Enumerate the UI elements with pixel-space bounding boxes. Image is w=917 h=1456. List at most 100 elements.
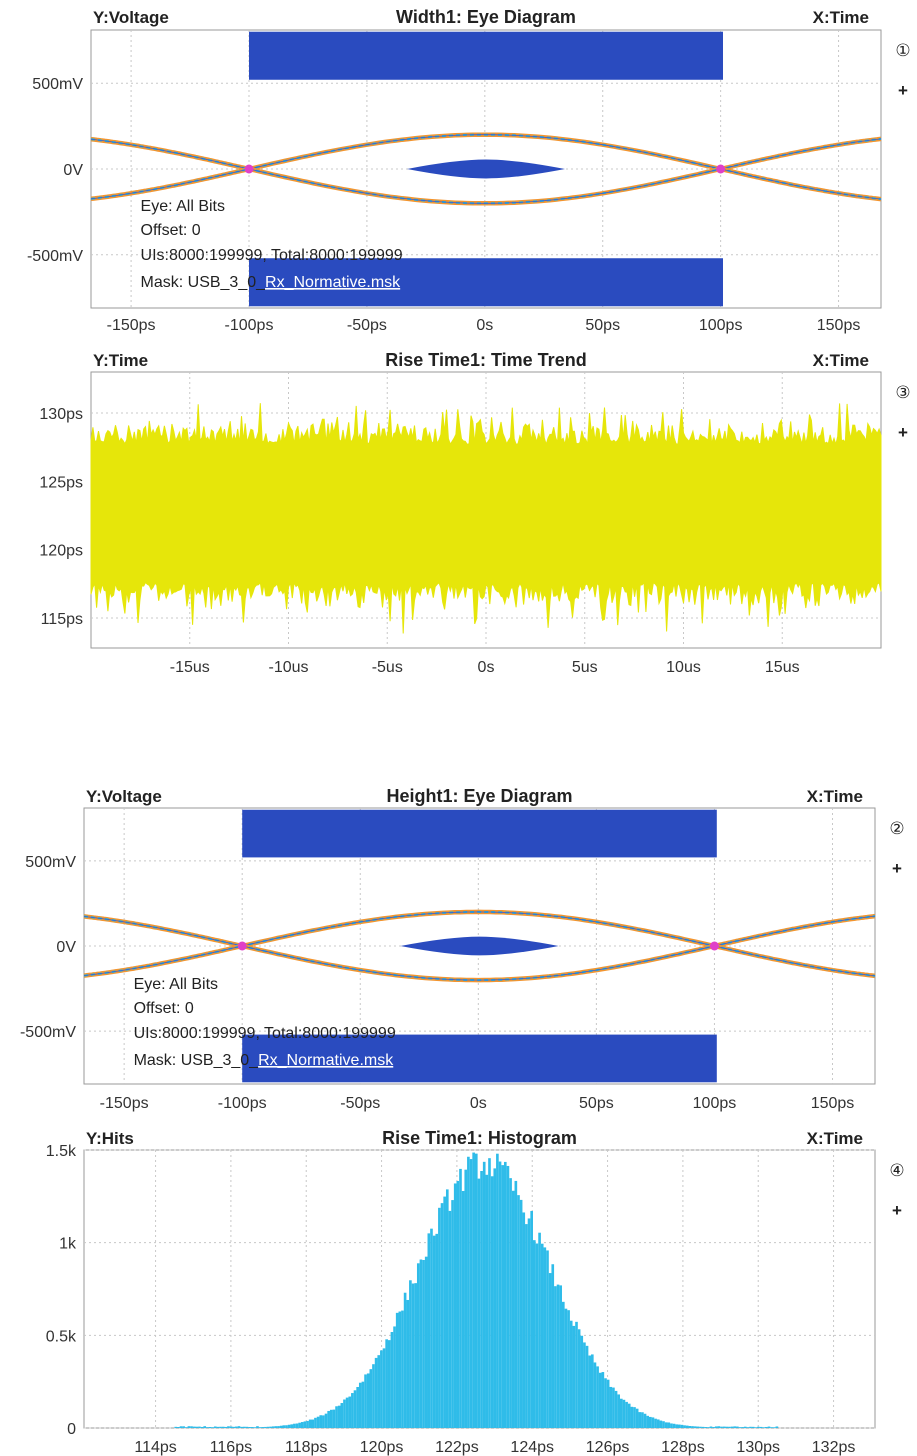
x-tick-label: -10us (268, 659, 308, 676)
x-tick-label: 114ps (134, 1439, 176, 1456)
histogram-bar (369, 1369, 373, 1428)
x-tick-labels: -150ps -100ps -50ps 0s 50ps 100ps 150ps (100, 1095, 855, 1112)
histogram-bar (627, 1403, 631, 1428)
histogram-bar (351, 1393, 354, 1428)
histogram-bar (728, 1426, 731, 1428)
x-tick-label: 15us (765, 659, 800, 676)
annotation-uis: UIs:8000:199999, Total:8000:199999 (134, 1025, 396, 1042)
chart-title: Rise Time1: Time Trend (385, 350, 586, 370)
histogram-bar (583, 1342, 586, 1428)
add-trace-button[interactable]: + (892, 859, 902, 878)
histogram-bar (765, 1426, 768, 1428)
histogram-bar (598, 1372, 602, 1428)
histogram-bar (242, 1426, 246, 1428)
histogram-bar (174, 1426, 178, 1428)
histogram-bar (451, 1200, 454, 1428)
histogram-bar (377, 1355, 381, 1428)
panel-header: Y:Voltage Height1: Eye Diagram X:Time (86, 786, 863, 806)
histogram-bar (588, 1355, 591, 1428)
eye-trace-core (714, 915, 876, 947)
histogram-bar (419, 1259, 423, 1428)
mask-top (249, 31, 723, 80)
panel-index-badge: ① (895, 41, 910, 60)
histogram-bar (422, 1260, 425, 1428)
histogram-bar (190, 1426, 193, 1428)
histogram-bar (300, 1422, 304, 1428)
histogram-bar (213, 1426, 217, 1428)
histogram-bar (401, 1310, 404, 1428)
histogram-bar (235, 1426, 238, 1428)
x-tick-label: 10us (666, 659, 701, 676)
x-tick-label: 126ps (586, 1439, 630, 1456)
histogram-bar (540, 1243, 544, 1428)
histogram-bar (435, 1233, 439, 1428)
histogram-bar (746, 1427, 750, 1428)
histogram-bar (757, 1426, 760, 1428)
panel-controls: ④+ (889, 1161, 904, 1220)
x-tick-label: 116ps (210, 1439, 252, 1456)
x-tick-label: 122ps (435, 1439, 479, 1456)
histogram-bar (345, 1397, 349, 1428)
x-tick-label: -50ps (340, 1095, 380, 1112)
x-tick-label: 150ps (811, 1095, 855, 1112)
histogram-bar (551, 1264, 555, 1428)
eye-trace-core (242, 945, 715, 981)
histogram-bar (680, 1424, 684, 1428)
histogram-bar (535, 1243, 539, 1428)
histogram-bar (622, 1399, 626, 1428)
histogram-bar (208, 1426, 212, 1428)
histogram-bar (322, 1415, 325, 1428)
x-tick-label: 120ps (360, 1439, 404, 1456)
x-axis-header: X:Time (807, 787, 863, 806)
histogram-bar (195, 1426, 199, 1428)
histogram-bar (319, 1415, 323, 1428)
histogram-bar (264, 1426, 267, 1428)
eye-trace-core (90, 138, 250, 170)
histogram-bar (358, 1382, 362, 1428)
histogram-bar (356, 1386, 359, 1428)
histogram-bar (427, 1233, 431, 1428)
histogram-bar (654, 1418, 657, 1428)
histogram-bar (625, 1401, 628, 1428)
histogram-bar (612, 1387, 615, 1428)
histogram-bar (287, 1424, 291, 1428)
chart-title: Rise Time1: Histogram (382, 1128, 577, 1148)
histogram-bar (353, 1390, 357, 1428)
histogram-bar (772, 1427, 776, 1428)
panel-eye2: Y:Voltage Height1: Eye Diagram X:Time -150p… (20, 786, 905, 1112)
histogram-bar (250, 1427, 254, 1428)
histogram-bar (741, 1427, 744, 1428)
histogram-bar (743, 1426, 747, 1428)
histogram-bar (461, 1190, 465, 1428)
eye-trace-core (248, 168, 721, 204)
histogram-bar (179, 1426, 183, 1428)
add-trace-button[interactable]: + (898, 81, 908, 100)
histogram-bar (701, 1426, 705, 1428)
histogram-bar (327, 1410, 330, 1428)
histogram-bar (577, 1329, 581, 1428)
histogram-bar (390, 1332, 394, 1428)
add-trace-button[interactable]: + (892, 1201, 902, 1220)
histogram-bar (266, 1426, 270, 1428)
histogram-bar (538, 1232, 541, 1428)
histogram-bar (498, 1161, 502, 1428)
histogram-bar (659, 1420, 663, 1428)
histogram-bar (630, 1406, 634, 1428)
eye-trace-core (720, 168, 882, 200)
histogram-bar (754, 1427, 758, 1428)
histogram-bar (219, 1426, 222, 1428)
histogram-bar (290, 1424, 294, 1428)
x-tick-label: 124ps (510, 1439, 554, 1456)
histogram-bar (635, 1408, 639, 1428)
histogram-bar (203, 1426, 207, 1428)
histogram-bar (279, 1425, 283, 1428)
histogram-bar (688, 1426, 692, 1428)
histogram-bar (546, 1250, 549, 1428)
histogram-bar (572, 1325, 576, 1428)
y-tick-label: 500mV (25, 854, 76, 871)
eye-trace-core (83, 945, 243, 976)
add-trace-button[interactable]: + (898, 423, 908, 442)
histogram-bar (316, 1416, 320, 1428)
histogram-bar (472, 1152, 475, 1428)
histogram-bar (496, 1153, 499, 1428)
